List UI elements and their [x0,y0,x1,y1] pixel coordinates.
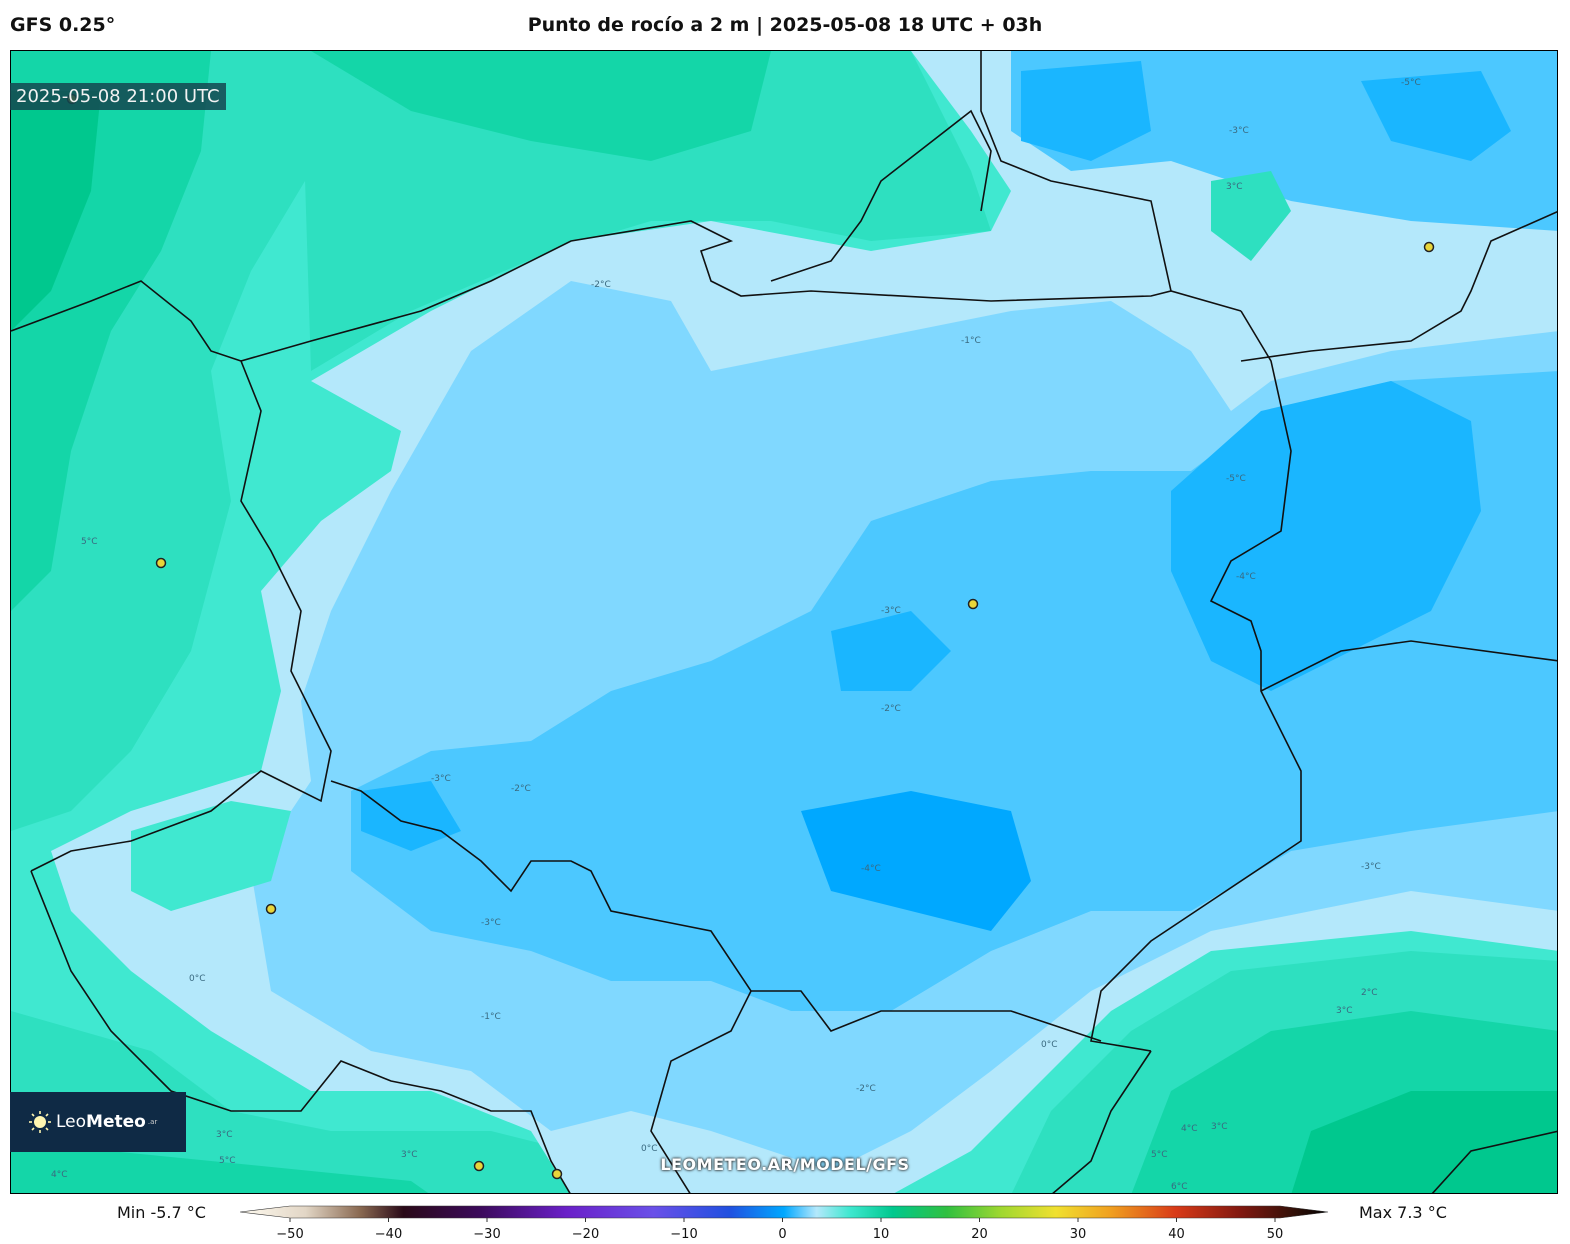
colorbar-tick-label: 50 [1267,1227,1284,1242]
contour-label: -2°C [881,704,901,714]
model-label: GFS 0.25° [10,14,116,36]
contour-label: 3°C [401,1150,418,1160]
contour-label: -3°C [431,774,451,784]
colorbar-tick-label: −30 [473,1227,500,1242]
contour-label: -5°C [1226,474,1246,484]
city-marker [155,557,167,569]
colorbar-tick-label: −20 [572,1227,599,1242]
contour-label: 3°C [1211,1122,1228,1132]
map-title: Punto de rocío a 2 m | 2025-05-08 18 UTC… [527,14,1043,36]
dew-point-map[interactable]: -2°C -1°C -3°C -2°C -4°C -5°C -4°C 3°C -… [10,50,1558,1194]
contour-label: 3°C [1336,1006,1353,1016]
colorbar-tick-label: −40 [375,1227,402,1242]
city-marker [551,1168,563,1180]
contour-label: 0°C [1041,1040,1058,1050]
model-url-watermark: LEOMETEO.AR/MODEL/GFS [660,1155,910,1174]
contour-label: -2°C [591,280,611,290]
logo-text-bold: Meteo [86,1112,146,1132]
contour-label: -1°C [481,1012,501,1022]
colorbar-tick-label: −10 [670,1227,697,1242]
colorbar-tick-label: 10 [873,1227,890,1242]
contour-label: -3°C [1229,126,1249,136]
country-borders [11,51,1557,1193]
city-marker [1423,241,1435,253]
max-value-label: Max 7.3 °C [1359,1203,1447,1222]
contour-label: -1°C [961,336,981,346]
contour-label: -5°C [1401,78,1421,88]
logo-suffix: .ar [147,1118,158,1126]
contour-label: 0°C [641,1144,658,1154]
contour-labels: -2°C -1°C -3°C -2°C -4°C -5°C -4°C 3°C -… [51,78,1421,1192]
contour-label: 2°C [1361,988,1378,998]
contour-label: -3°C [881,606,901,616]
contour-label: 5°C [81,537,98,547]
colorbar-tick-label: 20 [971,1227,988,1242]
color-scale-bar: −50 −40 −30 −20 −10 0 10 20 30 40 50 [240,1205,1329,1242]
colorbar-tick-label: 30 [1070,1227,1087,1242]
contour-label: -3°C [481,918,501,928]
colorbar-tick-label: −50 [276,1227,303,1242]
sun-icon [29,1111,51,1133]
city-marker [473,1160,485,1172]
city-marker [967,598,979,610]
valid-time-badge: 2025-05-08 21:00 UTC [10,83,226,110]
leometeo-logo[interactable]: Leo Meteo .ar [10,1092,186,1152]
city-marker [265,903,277,915]
contour-label: -2°C [511,784,531,794]
contour-label: 3°C [216,1130,233,1140]
colorbar-tick-label: 0 [778,1227,786,1242]
contour-label: 4°C [51,1170,68,1180]
map-canvas: -2°C -1°C -3°C -2°C -4°C -5°C -4°C 3°C -… [11,51,1557,1193]
logo-text-light: Leo [56,1112,87,1132]
colorbar-tick-label: 40 [1168,1227,1185,1242]
contour-label: 5°C [219,1156,236,1166]
contour-label: 5°C [1151,1150,1168,1160]
contour-label: 4°C [1181,1124,1198,1134]
contour-label: -4°C [861,864,881,874]
contour-label: 0°C [189,974,206,984]
contour-label: 3°C [1226,182,1243,192]
contour-label: -2°C [856,1084,876,1094]
colorbar-ticks: −50 −40 −30 −20 −10 0 10 20 30 40 50 [276,1218,1283,1242]
min-value-label: Min -5.7 °C [117,1203,206,1222]
contour-label: -3°C [1361,862,1381,872]
contour-label: -4°C [1236,572,1256,582]
contour-label: 6°C [1171,1182,1188,1192]
